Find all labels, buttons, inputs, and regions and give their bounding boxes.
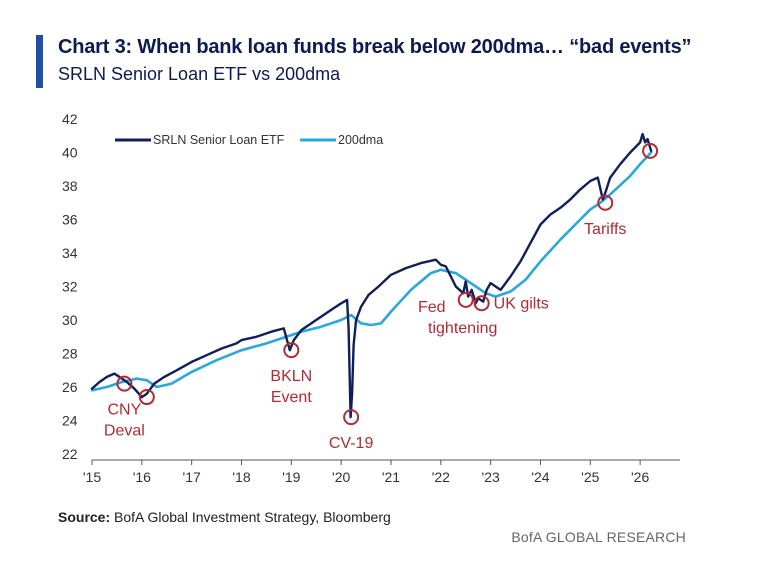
event-marker-circle (597, 194, 614, 211)
x-tick-label: '26 (631, 469, 649, 485)
brand-footer: BofA GLOBAL RESEARCH (511, 529, 686, 545)
y-tick-label: 40 (62, 145, 78, 161)
event-marker-circle (283, 342, 300, 359)
y-tick-label: 30 (62, 312, 78, 328)
x-tick-label: '20 (332, 469, 350, 485)
annotation-label: UK gilts (494, 295, 549, 312)
event-marker-circle (116, 375, 133, 392)
y-tick-label: 34 (62, 245, 78, 261)
x-tick-label: '16 (133, 469, 151, 485)
y-tick-label: 26 (62, 379, 78, 395)
x-tick-label: '19 (282, 469, 300, 485)
event-marker-circle (138, 389, 155, 406)
annotations: CNY Deval BKLN Event CV-19 Fed tightening UK gi… (104, 142, 659, 452)
x-tick-label: '25 (581, 469, 599, 485)
event-marker-circle (642, 142, 659, 159)
x-tick-label: '24 (531, 469, 549, 485)
x-tick-label: '23 (482, 469, 500, 485)
y-tick-label: 42 (62, 111, 78, 127)
dma-200-line (90, 151, 653, 392)
x-tick-label: '17 (183, 469, 201, 485)
series-lines (90, 132, 653, 419)
annotation-label: CNY (107, 402, 141, 419)
source-note: Source: BofA Global Investment Strategy,… (58, 509, 391, 525)
annotation-label: Fed (418, 299, 446, 316)
y-tick-label: 38 (62, 178, 78, 194)
annotation-label: Event (271, 389, 312, 406)
y-tick-label: 24 (62, 413, 78, 429)
event-marker-circle (473, 295, 490, 312)
y-tick-label: 28 (62, 346, 78, 362)
annotation-label: Deval (104, 423, 145, 440)
y-tick-label: 22 (62, 446, 78, 462)
y-tick-label: 32 (62, 279, 78, 295)
x-tick-label: '21 (382, 469, 400, 485)
x-tick-label: '15 (83, 469, 101, 485)
event-marker-circle (457, 291, 474, 308)
srln-etf-line (90, 132, 653, 419)
x-tick-label: '22 (432, 469, 450, 485)
chart-title: Chart 3: When bank loan funds break belo… (58, 36, 692, 58)
chart-subtitle: SRLN Senior Loan ETF vs 200dma (58, 64, 341, 84)
y-tick-label: 36 (62, 212, 78, 228)
legend-label: SRLN Senior Loan ETF (153, 133, 285, 147)
x-tick-label: '18 (232, 469, 250, 485)
annotation-label: Tariffs (584, 221, 626, 238)
title-accent-bar (36, 35, 43, 88)
source-label: Source: (58, 509, 111, 525)
legend: SRLN Senior Loan ETF 200dma (115, 133, 383, 147)
annotation-label: BKLN (270, 368, 312, 385)
axes: 22 24 26 28 30 32 34 36 38 40 42 '15 '16 '17 '18 '19 '20… (62, 111, 680, 485)
event-marker-circle (343, 409, 360, 426)
source-text: BofA Global Investment Strategy, Bloombe… (110, 509, 391, 525)
legend-label: 200dma (338, 133, 383, 147)
annotation-label: CV-19 (329, 435, 374, 452)
annotation-label: tightening (428, 320, 497, 337)
